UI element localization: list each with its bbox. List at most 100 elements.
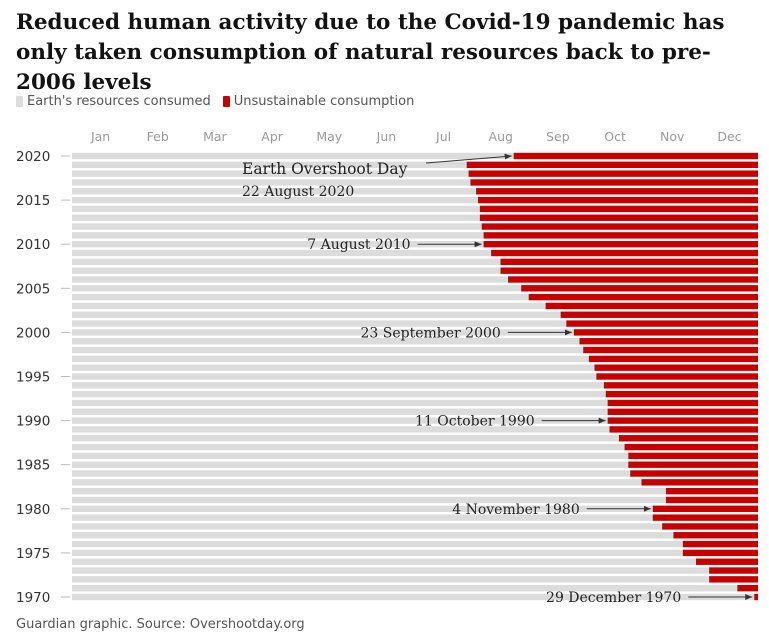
- bar-unsustainable-1987: [624, 443, 758, 451]
- bar-consumed-1998: [72, 346, 584, 354]
- bar-consumed-2012: [72, 223, 482, 230]
- legend-item-unsustainable: Unsustainable consumption: [222, 94, 415, 109]
- bar-unsustainable-2007: [500, 267, 758, 274]
- source-note: Guardian graphic. Source: Overshootday.o…: [16, 617, 305, 632]
- annotation-sublabel-2020: 22 August 2020: [242, 184, 354, 200]
- bar-consumed-1970: [72, 593, 755, 601]
- bar-consumed-1986: [72, 452, 629, 460]
- bar-unsustainable-1980: [652, 505, 758, 512]
- bar-unsustainable-2000: [573, 329, 758, 336]
- bar-consumed-2018: [72, 170, 469, 177]
- annotation-label-1980: 4 November 1980: [452, 502, 580, 518]
- bar-unsustainable-2020: [513, 152, 758, 160]
- bar-consumed-1976: [72, 540, 683, 548]
- bar-consumed-1991: [72, 408, 608, 415]
- month-label-jan: Jan: [90, 129, 110, 144]
- bar-consumed-2011: [72, 232, 484, 239]
- year-label-2020: 2020: [16, 149, 50, 165]
- bar-consumed-1977: [72, 532, 674, 539]
- bar-consumed-1974: [72, 558, 696, 565]
- bar-unsustainable-1997: [588, 355, 758, 363]
- bar-consumed-2003: [72, 302, 546, 310]
- bar-consumed-1978: [72, 523, 663, 530]
- bar-consumed-2008: [72, 258, 501, 266]
- bar-unsustainable-1990: [607, 417, 758, 424]
- bar-consumed-1979: [72, 514, 653, 521]
- month-label-nov: Nov: [660, 129, 685, 144]
- annotation-label-1970: 29 December 1970: [546, 590, 681, 606]
- bar-unsustainable-2014: [479, 205, 758, 213]
- bar-unsustainable-1993: [605, 390, 758, 398]
- bar-consumed-1989: [72, 426, 610, 433]
- legend-swatch-grey: [16, 96, 23, 107]
- bar-unsustainable-2008: [500, 258, 758, 266]
- bar-consumed-2013: [72, 214, 480, 221]
- bar-consumed-2004: [72, 293, 529, 301]
- bar-consumed-2016: [72, 188, 477, 195]
- bar-unsustainable-2016: [476, 188, 758, 195]
- bar-unsustainable-2010: [483, 241, 758, 248]
- bar-unsustainable-1977: [673, 532, 758, 539]
- bar-consumed-1981: [72, 496, 666, 504]
- bar-unsustainable-2006: [508, 276, 758, 283]
- annotation-label-2020: Earth Overshoot Day: [242, 160, 408, 178]
- month-label-jul: Jul: [435, 129, 451, 144]
- bar-consumed-2014: [72, 205, 480, 213]
- bar-consumed-1997: [72, 355, 589, 363]
- bar-unsustainable-1973: [709, 567, 758, 574]
- bar-consumed-1973: [72, 567, 710, 574]
- bar-unsustainable-2001: [566, 320, 758, 327]
- bar-unsustainable-1986: [628, 452, 758, 460]
- month-label-may: May: [316, 129, 342, 144]
- year-label-1980: 1980: [16, 502, 50, 518]
- annotation-label-1990: 11 October 1990: [415, 414, 535, 430]
- bar-unsustainable-1992: [607, 399, 758, 407]
- bar-consumed-1999: [72, 338, 580, 345]
- bar-unsustainable-2002: [560, 311, 758, 318]
- bar-consumed-2020: [72, 152, 514, 160]
- bar-consumed-1971: [72, 584, 738, 592]
- year-label-1995: 1995: [16, 370, 50, 386]
- bar-unsustainable-2005: [521, 285, 758, 292]
- year-label-2010: 2010: [16, 237, 50, 253]
- bar-consumed-1982: [72, 487, 666, 495]
- bar-unsustainable-1981: [665, 496, 758, 504]
- bar-consumed-1972: [72, 576, 710, 583]
- bar-consumed-1985: [72, 461, 629, 468]
- bar-unsustainable-1988: [618, 435, 758, 442]
- bar-unsustainable-2011: [483, 232, 758, 239]
- bar-consumed-2002: [72, 311, 561, 318]
- bar-unsustainable-1971: [737, 584, 758, 592]
- bar-unsustainable-1970: [754, 593, 758, 601]
- bar-consumed-1984: [72, 470, 631, 477]
- bar-consumed-1990: [72, 417, 608, 424]
- bar-consumed-2017: [72, 179, 471, 186]
- bar-unsustainable-1994: [603, 382, 758, 389]
- bar-unsustainable-1999: [579, 338, 758, 345]
- bar-unsustainable-2015: [477, 196, 758, 204]
- bar-unsustainable-2003: [545, 302, 758, 310]
- year-label-2005: 2005: [16, 281, 50, 297]
- year-label-2015: 2015: [16, 193, 50, 209]
- bar-unsustainable-1976: [682, 540, 758, 548]
- year-label-1975: 1975: [16, 546, 50, 562]
- bar-consumed-1996: [72, 364, 595, 371]
- bar-unsustainable-2012: [481, 223, 758, 230]
- bar-consumed-2005: [72, 285, 522, 292]
- bar-consumed-1983: [72, 479, 642, 486]
- month-label-aug: Aug: [489, 129, 513, 144]
- legend-swatch-red: [222, 96, 230, 107]
- legend-label-unsustainable: Unsustainable consumption: [233, 94, 415, 109]
- bar-consumed-1980: [72, 505, 653, 512]
- bar-consumed-1992: [72, 399, 608, 407]
- bar-unsustainable-2019: [466, 161, 758, 169]
- bar-unsustainable-1972: [709, 576, 758, 583]
- bar-unsustainable-1984: [630, 470, 758, 477]
- legend-label-consumed: Earth's resources consumed: [27, 94, 211, 109]
- bar-unsustainable-2009: [491, 249, 758, 257]
- bar-unsustainable-1979: [652, 514, 758, 521]
- month-label-mar: Mar: [203, 129, 227, 144]
- bar-consumed-1995: [72, 373, 597, 380]
- bar-unsustainable-1985: [628, 461, 758, 468]
- bar-consumed-2009: [72, 249, 492, 257]
